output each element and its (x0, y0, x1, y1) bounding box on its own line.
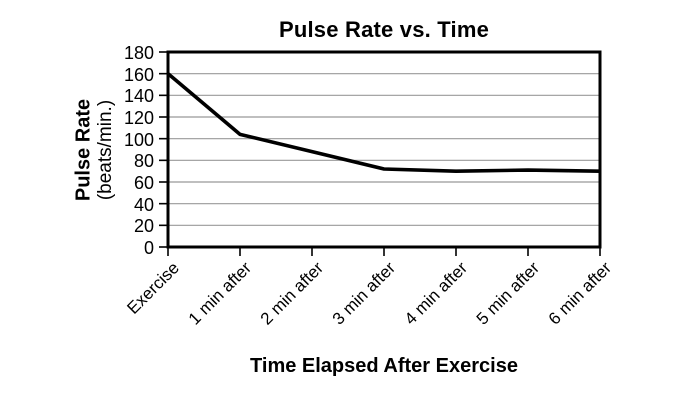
y-axis-title: Pulse Rate (72, 98, 95, 202)
x-axis-title: Time Elapsed After Exercise (250, 355, 518, 377)
y-tick-label: 80 (133, 151, 154, 172)
plot-border (166, 50, 602, 249)
chart-title: Pulse Rate vs. Time (278, 17, 490, 42)
y-tick-label: 160 (123, 64, 154, 85)
y-tick-label: 40 (133, 194, 154, 215)
y-tick-label: 60 (133, 173, 154, 193)
y-tick-label: 180 (123, 43, 154, 63)
y-tick-label: 0 (143, 238, 154, 258)
y-tick-label: 120 (123, 108, 154, 128)
y-tick-label: 20 (133, 216, 154, 237)
y-tick-label: 100 (123, 129, 154, 150)
y-tick-label: 140 (123, 86, 154, 107)
pulse-rate-line (166, 72, 601, 173)
